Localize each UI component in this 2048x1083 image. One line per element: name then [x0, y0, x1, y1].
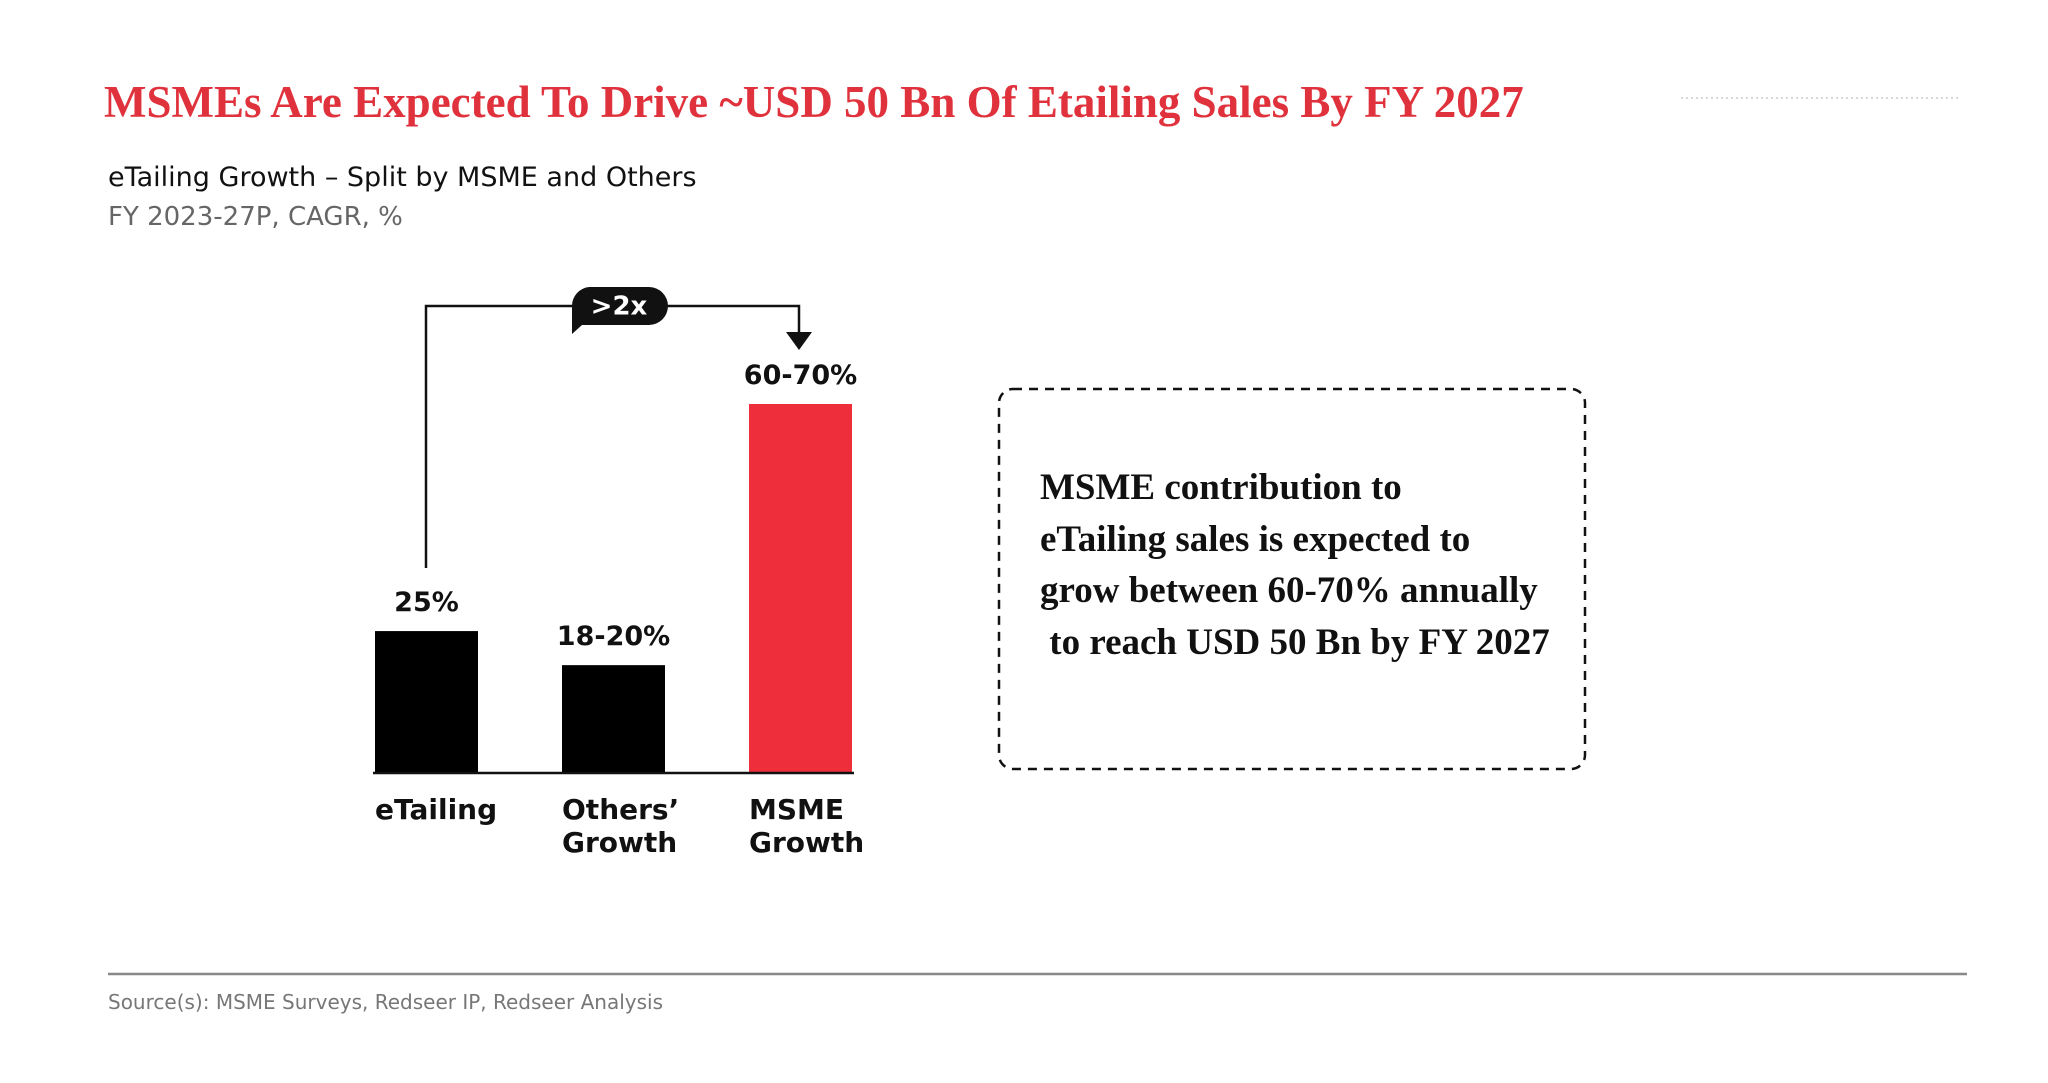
annotation-bubble: [571, 287, 668, 334]
bar: [562, 665, 665, 773]
source: Source(s): MSME Surveys, Redseer IP, Red…: [108, 990, 664, 1014]
bar: [375, 631, 478, 773]
x-tick-label: MSME Growth: [749, 793, 865, 859]
value-label: 18-20%: [556, 621, 671, 653]
note-box: [997, 387, 1587, 771]
comparison-arrow: [424, 304, 801, 568]
x-tick-label: Others’ Growth: [562, 793, 680, 859]
value-label: 60-70%: [743, 360, 858, 391]
x-tick-label: eTailing: [375, 793, 498, 826]
title: MSMEs Are Expected To Drive ~USD 50 Bn O…: [104, 77, 1524, 127]
chart-title: eTailing Growth – Split by MSME and Othe…: [108, 162, 697, 193]
chart-subtitle: FY 2023-27P, CAGR, %: [108, 202, 403, 232]
note-text: MSME contribution to eTailing sales is e…: [1040, 467, 1550, 663]
annotation: >2x: [591, 292, 648, 322]
bar: [749, 404, 852, 773]
value-label: 25%: [394, 587, 459, 619]
arrow-head: [786, 332, 812, 350]
